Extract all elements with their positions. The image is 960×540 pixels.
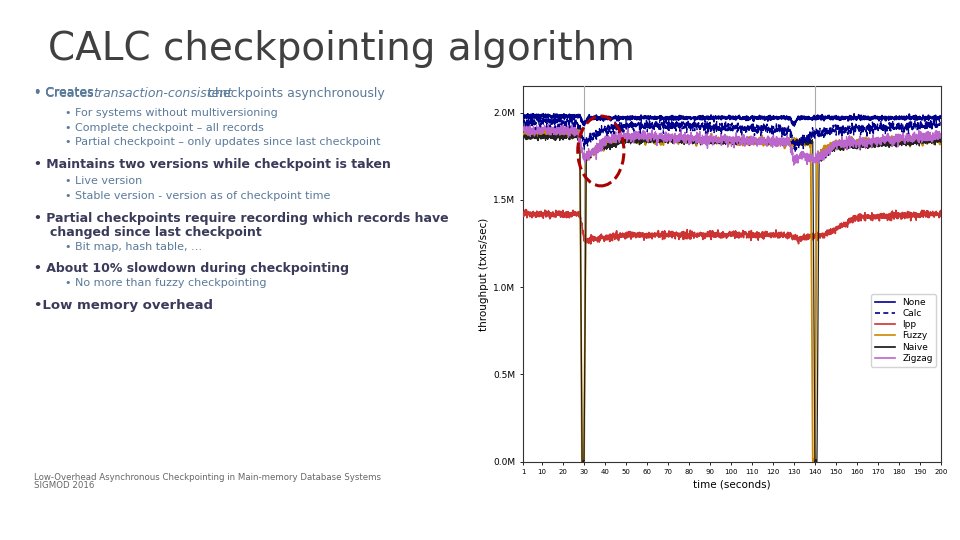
Text: 11/12/2019: 11/12/2019 [48, 514, 104, 523]
Text: • Partial checkpoints require recording which records have: • Partial checkpoints require recording … [34, 212, 448, 225]
Text: transaction-consistent: transaction-consistent [93, 87, 232, 100]
Y-axis label: throughput (txns/sec): throughput (txns/sec) [479, 218, 490, 330]
Text: 63: 63 [900, 514, 912, 523]
Text: • For systems without multiversioning: • For systems without multiversioning [65, 108, 278, 118]
Text: MM-DB TUTORIAL VLDB 2018: MM-DB TUTORIAL VLDB 2018 [408, 514, 552, 523]
Text: Low-Overhead Asynchronous Checkpointing in Main-memory Database Systems: Low-Overhead Asynchronous Checkpointing … [34, 472, 380, 482]
Text: •Low memory overhead: •Low memory overhead [34, 299, 212, 312]
Text: SIGMOD 2016: SIGMOD 2016 [34, 481, 94, 490]
Text: • Partial checkpoint – only updates since last checkpoint: • Partial checkpoint – only updates sinc… [65, 137, 381, 147]
Text: checkpoints asynchronously: checkpoints asynchronously [204, 87, 384, 100]
Text: • Creates: • Creates [34, 86, 97, 99]
Text: • Creates: • Creates [34, 87, 97, 100]
Legend: None, Calc, Ipp, Fuzzy, Naive, Zigzag: None, Calc, Ipp, Fuzzy, Naive, Zigzag [872, 294, 936, 367]
Text: • Maintains two versions while checkpoint is taken: • Maintains two versions while checkpoin… [34, 158, 391, 171]
Text: • About 10% slowdown during checkpointing: • About 10% slowdown during checkpointin… [34, 262, 348, 275]
Text: • Bit map, hash table, …: • Bit map, hash table, … [65, 242, 203, 252]
X-axis label: time (seconds): time (seconds) [693, 480, 771, 489]
Text: CALC checkpointing algorithm: CALC checkpointing algorithm [48, 30, 635, 68]
Text: • Creates: • Creates [34, 86, 97, 99]
Text: • No more than fuzzy checkpointing: • No more than fuzzy checkpointing [65, 278, 267, 288]
Text: changed since last checkpoint: changed since last checkpoint [50, 226, 262, 239]
Text: • Live version: • Live version [65, 176, 142, 186]
Text: • Complete checkpoint – all records: • Complete checkpoint – all records [65, 123, 264, 133]
Text: • Stable version - version as of checkpoint time: • Stable version - version as of checkpo… [65, 191, 330, 201]
